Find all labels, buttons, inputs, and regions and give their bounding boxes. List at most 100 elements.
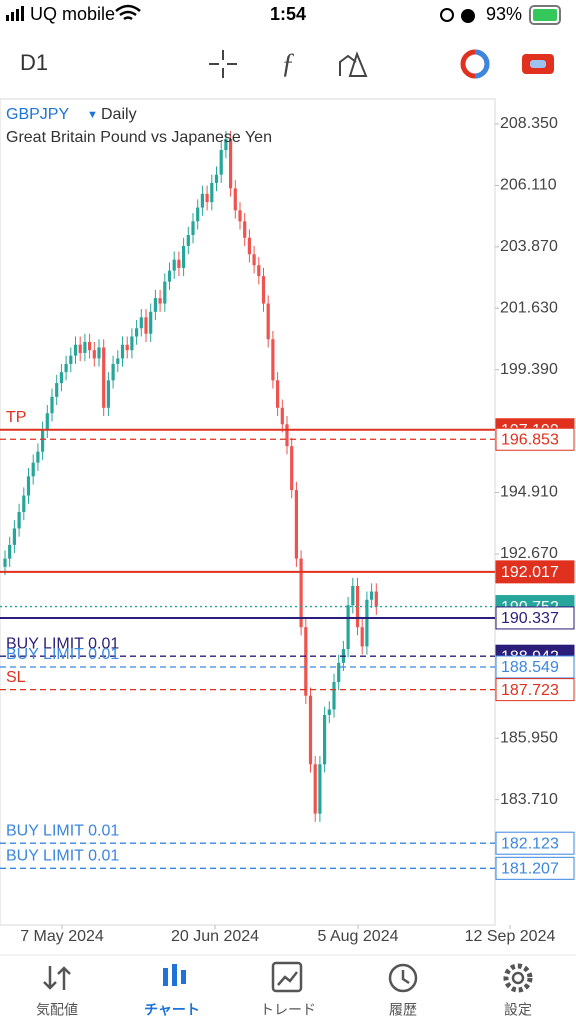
candle-body xyxy=(308,695,313,765)
candle-body xyxy=(280,407,284,425)
candle-body xyxy=(130,336,134,351)
signal-icon xyxy=(16,9,19,21)
indicators-button[interactable]: ƒ xyxy=(281,48,295,79)
level-tag[interactable]: BUY LIMIT 0.01 xyxy=(6,822,119,839)
candle-body xyxy=(365,599,369,647)
level-label-box xyxy=(495,606,575,630)
candle-body xyxy=(120,344,125,359)
level-label-box xyxy=(495,678,575,702)
objects-button[interactable] xyxy=(339,51,368,77)
candle-body xyxy=(191,221,195,236)
alarm-icon xyxy=(461,9,475,23)
candle-body xyxy=(69,355,73,364)
battery-icon xyxy=(529,5,561,25)
tab-label[interactable]: 気配値 xyxy=(36,1002,78,1018)
trade-icon xyxy=(271,961,303,993)
status-bar: UQ mobile 1:54 93% xyxy=(6,4,561,25)
y-tick-label: 203.870 xyxy=(500,238,558,255)
level-label: 182.123 xyxy=(501,835,559,852)
level-label: 187.723 xyxy=(501,682,559,699)
candle-body xyxy=(313,764,317,814)
candle-body xyxy=(374,591,378,607)
plot-frame xyxy=(0,98,496,926)
timeframe-button[interactable]: D1 xyxy=(20,50,48,75)
settings-icon xyxy=(503,963,533,993)
trade-icon-line xyxy=(277,971,298,986)
x-tick-label: 7 May 2024 xyxy=(20,928,104,945)
level-label: 188.549 xyxy=(501,659,559,676)
history-icon xyxy=(388,963,418,993)
candle-body xyxy=(144,317,148,334)
settings-hub xyxy=(511,971,525,985)
candle-body xyxy=(285,424,289,447)
level-label: 196.853 xyxy=(501,431,559,448)
x-tick-label: 12 Sep 2024 xyxy=(465,928,556,945)
candle-body xyxy=(97,347,101,359)
candle-body xyxy=(219,150,223,175)
symbol-dropdown[interactable]: ▼ xyxy=(87,109,98,121)
level-label-box xyxy=(495,560,575,584)
level-tag[interactable]: BUY LIMIT 0.01 xyxy=(6,646,119,663)
tab-label[interactable]: 設定 xyxy=(504,1002,532,1018)
plot xyxy=(3,123,511,929)
x-tick-label: 5 Aug 2024 xyxy=(318,928,399,945)
level-label-box xyxy=(495,856,575,880)
candle-body xyxy=(92,350,96,359)
trade-button-part xyxy=(474,49,490,79)
symbol-description: Great Britain Pound vs Japanese Yen xyxy=(6,129,272,146)
candle-body xyxy=(294,490,298,559)
tab-icons xyxy=(43,961,533,993)
x-tick-label: 20 Jun 2024 xyxy=(171,928,259,945)
candle-body xyxy=(50,396,54,414)
candle-body xyxy=(233,188,237,211)
crosshair-button[interactable] xyxy=(209,50,237,78)
candle-body xyxy=(205,193,209,203)
candle-body xyxy=(214,174,219,183)
symbol[interactable]: GBPJPY xyxy=(6,106,69,123)
candle-body xyxy=(261,276,266,304)
candle-body xyxy=(266,303,270,340)
candle-body xyxy=(224,139,228,151)
tabs: 気配値 チャート トレード 履歴 設定 xyxy=(36,1002,532,1018)
candle-body xyxy=(73,344,78,356)
candle-body xyxy=(153,298,157,312)
battery-level xyxy=(533,9,557,21)
candle-body xyxy=(210,182,214,203)
candle-body xyxy=(31,462,35,477)
y-tick-label: 183.710 xyxy=(500,791,558,808)
y-tick-label: 201.630 xyxy=(500,299,558,316)
level-tag[interactable]: BUY LIMIT 0.01 xyxy=(6,848,119,865)
candle-body xyxy=(323,714,327,765)
candle-body xyxy=(78,344,82,353)
candle-body xyxy=(59,372,63,384)
candle-body xyxy=(327,709,331,715)
tab-label[interactable]: トレード xyxy=(260,1002,316,1018)
level-tag[interactable]: SL xyxy=(6,669,26,686)
candle-body xyxy=(41,429,45,452)
candle-body xyxy=(200,193,204,208)
tab-label[interactable]: チャート xyxy=(144,1002,200,1018)
quotes-icon xyxy=(43,966,71,990)
clock: 1:54 xyxy=(270,4,306,24)
candle-body xyxy=(351,586,355,606)
candle-body xyxy=(26,476,31,496)
level-label: 192.017 xyxy=(501,564,559,581)
candle-body xyxy=(83,341,87,353)
level-tag[interactable]: TP xyxy=(6,409,26,426)
level-tag[interactable]: BUY LIMIT 0.01 xyxy=(6,635,119,652)
candle-body xyxy=(8,544,12,559)
candle-body xyxy=(360,627,364,647)
toolbar: D1 ƒ xyxy=(20,48,554,79)
candle-body xyxy=(102,347,106,408)
candle-body xyxy=(177,259,181,268)
tab-label[interactable]: 履歴 xyxy=(389,1002,417,1018)
candle-body xyxy=(106,380,110,408)
level-label-box xyxy=(495,831,575,855)
candle-body xyxy=(172,259,176,271)
candle-body xyxy=(304,627,308,696)
candle-body xyxy=(196,207,200,222)
lock-icon xyxy=(440,8,454,22)
candle-body xyxy=(252,254,256,266)
chart-icon xyxy=(163,964,186,986)
